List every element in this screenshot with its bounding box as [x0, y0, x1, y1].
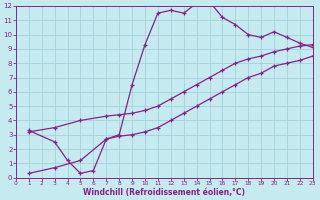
X-axis label: Windchill (Refroidissement éolien,°C): Windchill (Refroidissement éolien,°C): [84, 188, 245, 197]
